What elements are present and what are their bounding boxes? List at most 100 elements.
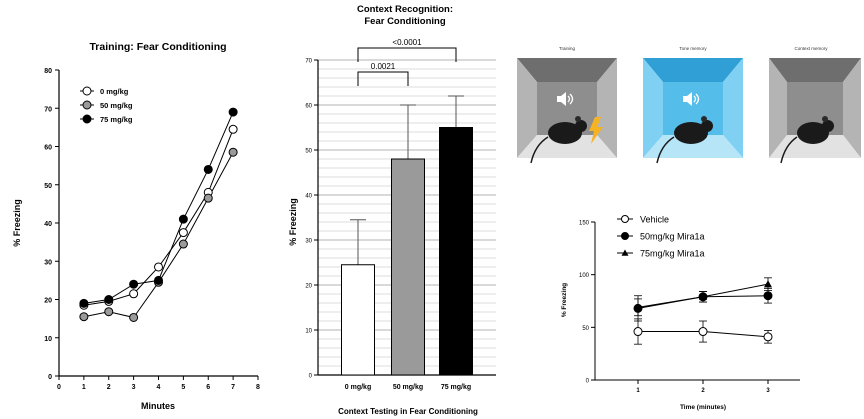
x-tick-label: 1 (636, 388, 640, 394)
y-tick-label: 70 (44, 106, 52, 113)
data-point (633, 327, 643, 337)
y-tick-label: 0 (586, 379, 590, 385)
data-point (203, 164, 213, 174)
legend-label: 50mg/kg Mira1a (640, 232, 705, 242)
data-point (203, 193, 213, 203)
data-point (178, 228, 188, 238)
bar (341, 264, 375, 376)
data-point (178, 214, 188, 224)
chamber-label-training: Training (559, 46, 576, 51)
data-point (763, 332, 773, 342)
data-point (154, 262, 163, 272)
data-point (129, 279, 139, 289)
data-point (228, 124, 238, 134)
y-tick-label: 70 (305, 59, 312, 65)
y-tick-label: 50 (305, 149, 312, 155)
mouse-icon (656, 116, 713, 164)
x-tick-label: 6 (206, 384, 210, 391)
context-memory-chamber: Context memory (769, 46, 861, 164)
mouse-icon (530, 116, 587, 164)
training-line-chart: Training: Fear Conditioning Minutes % Fr… (12, 41, 260, 411)
chamber-label-tone: Tone memory (679, 46, 707, 51)
x-tick-label: 2 (107, 384, 111, 391)
legend-marker (82, 100, 92, 110)
y-tick-label: 100 (579, 273, 590, 279)
significance-bracket (357, 71, 409, 86)
y-tick-label: 0 (48, 374, 52, 381)
legend-marker (621, 249, 629, 256)
x-tick-label: 1 (82, 384, 86, 391)
chart2-ylabel: % Freezing (288, 198, 298, 246)
y-tick-label: 0 (309, 374, 313, 380)
x-tick-label: 3 (132, 384, 136, 391)
y-tick-label: 10 (305, 329, 312, 335)
legend-label: 50 mg/kg (100, 101, 133, 110)
chart2-subtitle: Fear Conditioning (364, 16, 445, 27)
chart1-title: Training: Fear Conditioning (89, 41, 226, 53)
y-tick-label: 30 (44, 259, 52, 266)
chart2-title: Context Recognition: (357, 4, 453, 15)
category-label: 50 mg/kg (393, 384, 423, 391)
data-point (154, 275, 163, 285)
y-tick-label: 10 (44, 336, 52, 343)
data-point (79, 298, 89, 308)
data-point (228, 147, 238, 157)
y-tick-label: 60 (44, 145, 52, 152)
series-line (83, 151, 234, 319)
p-value-label: <0.0001 (392, 38, 422, 47)
data-point (228, 107, 238, 117)
category-label: 75 mg/kg (441, 384, 471, 391)
chart1-xlabel: Minutes (141, 401, 175, 411)
series-line (83, 111, 234, 304)
x-tick-label: 0 (57, 384, 61, 391)
x-tick-label: 4 (157, 384, 161, 391)
bar (439, 127, 473, 376)
y-tick-label: 40 (305, 194, 312, 200)
data-point (763, 291, 773, 301)
y-tick-label: 40 (44, 221, 52, 228)
data-point (698, 327, 708, 337)
y-tick-label: 20 (44, 298, 52, 305)
y-tick-label: 60 (305, 104, 312, 110)
data-point (104, 307, 114, 317)
speaker-icon (557, 92, 574, 106)
context-recognition-bar-chart: Context Recognition: Fear Conditioning C… (288, 4, 496, 416)
data-point (104, 295, 114, 304)
x-tick-label: 8 (256, 384, 260, 391)
category-label: 0 mg/kg (345, 384, 371, 391)
legend-marker (621, 215, 629, 223)
data-point (764, 280, 772, 288)
x-tick-label: 5 (181, 384, 185, 391)
data-point (129, 289, 139, 299)
shock-bolt-icon (589, 117, 603, 144)
y-tick-label: 50 (582, 326, 589, 332)
legend-marker (621, 232, 629, 240)
y-tick-label: 30 (305, 239, 312, 245)
data-point (79, 312, 89, 322)
training-chamber: Training (517, 46, 617, 164)
legend-label: 0 mg/kg (100, 87, 129, 96)
chart1-ylabel: % Freezing (12, 199, 22, 247)
speaker-icon (683, 92, 700, 106)
time-course-line-chart: Time (minutes) % Freezing 0 50 100 150 1 2 3 V… (561, 215, 800, 411)
data-point (634, 303, 642, 311)
chart3-ylabel: % Freezing (561, 283, 568, 317)
x-tick-label: 7 (231, 384, 235, 391)
y-tick-label: 20 (305, 284, 312, 290)
legend-label: Vehicle (640, 215, 669, 225)
chamber-label-context: Context memory (794, 46, 828, 51)
legend-label: 75mg/kg Mira1a (640, 249, 705, 259)
y-tick-label: 80 (44, 68, 52, 75)
significance-bracket (357, 47, 457, 62)
p-value-label: 0.0021 (371, 62, 396, 71)
x-tick-label: 2 (701, 388, 705, 394)
tone-memory-chamber: Tone memory (643, 46, 743, 164)
y-tick-label: 150 (579, 221, 590, 227)
y-tick-label: 50 (44, 183, 52, 190)
legend-label: 75 mg/kg (100, 115, 133, 124)
data-point (699, 292, 707, 300)
chart3-xlabel: Time (minutes) (680, 404, 726, 411)
x-tick-label: 3 (766, 388, 770, 394)
legend-marker (82, 86, 92, 96)
legend-marker (82, 114, 92, 124)
